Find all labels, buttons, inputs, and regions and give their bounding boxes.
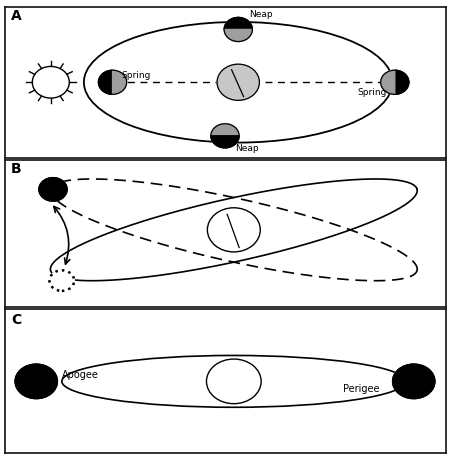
Circle shape (392, 364, 435, 399)
Circle shape (381, 70, 409, 94)
Circle shape (50, 270, 74, 291)
Circle shape (207, 208, 260, 252)
Circle shape (50, 270, 74, 291)
Circle shape (99, 70, 126, 94)
Text: C: C (11, 313, 21, 327)
Wedge shape (211, 124, 239, 136)
Text: Perigee: Perigee (343, 384, 380, 394)
Wedge shape (395, 70, 409, 94)
Wedge shape (211, 136, 239, 148)
Text: Neap: Neap (235, 144, 258, 153)
Circle shape (392, 364, 435, 399)
Wedge shape (381, 70, 395, 94)
Circle shape (211, 124, 239, 148)
Text: Apogee: Apogee (62, 370, 99, 380)
Circle shape (32, 66, 69, 98)
Wedge shape (112, 70, 126, 94)
Text: Spring: Spring (122, 71, 151, 80)
Circle shape (39, 178, 67, 201)
Wedge shape (224, 17, 252, 29)
Circle shape (39, 178, 67, 201)
Circle shape (15, 364, 58, 399)
Circle shape (207, 359, 261, 404)
Circle shape (15, 364, 58, 399)
Text: A: A (11, 9, 22, 23)
Text: B: B (11, 162, 22, 176)
Circle shape (217, 64, 259, 101)
Wedge shape (99, 70, 112, 94)
Circle shape (224, 17, 252, 42)
Text: Spring: Spring (357, 89, 387, 97)
Wedge shape (224, 29, 252, 42)
Text: Neap: Neap (249, 11, 273, 19)
